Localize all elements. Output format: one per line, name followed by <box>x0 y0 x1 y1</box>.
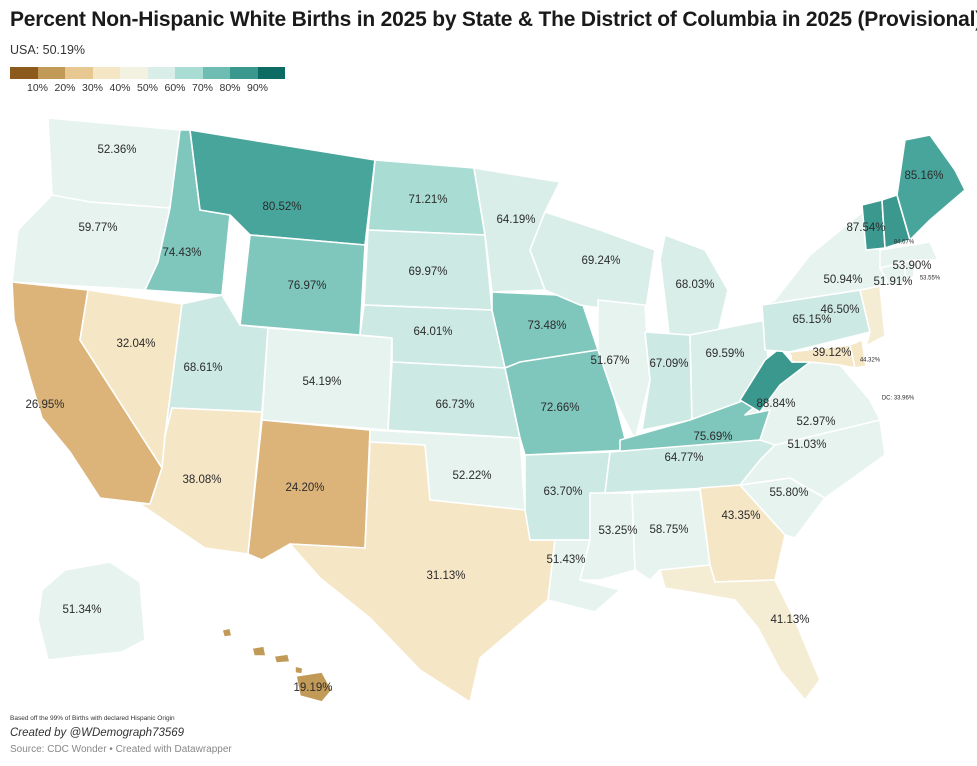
state-label-ut: 68.61% <box>183 362 222 374</box>
legend-swatch-6 <box>147 67 175 79</box>
state-me[interactable] <box>896 134 966 241</box>
credit-line: Created by @WDemograph73569 <box>10 727 185 739</box>
legend-tick-4: 40% <box>109 82 131 94</box>
state-label-mt: 80.52% <box>262 201 301 213</box>
state-label-nm: 24.20% <box>285 482 324 494</box>
legend-swatch-8 <box>202 67 230 79</box>
state-tx[interactable] <box>289 441 556 703</box>
legend-tick-5: 50% <box>136 82 159 94</box>
state-hi[interactable] <box>221 627 333 703</box>
state-label-tx: 31.13% <box>426 570 465 582</box>
legend-swatch-5 <box>120 67 148 79</box>
state-label-tn: 64.77% <box>664 452 703 464</box>
legend-swatches <box>10 67 285 79</box>
state-label-nh: 84.67% <box>894 240 915 246</box>
state-label-ia: 73.48% <box>527 320 566 332</box>
state-label-ma: 53.90% <box>892 260 931 272</box>
usa-total: USA: 50.19% <box>10 43 86 57</box>
state-label-de: 44.32% <box>860 358 881 364</box>
state-label-me: 85.16% <box>904 170 943 182</box>
legend-swatch-4 <box>92 67 120 79</box>
state-label-id: 74.43% <box>162 247 201 259</box>
state-nc[interactable] <box>739 419 886 499</box>
legend-swatch-7 <box>175 67 203 79</box>
state-label-nc: 51.03% <box>787 439 826 451</box>
state-label-nv: 32.04% <box>116 338 155 350</box>
state-label-nj: 46.50% <box>820 304 859 316</box>
state-label-ms: 53.25% <box>598 525 637 537</box>
state-label-al: 58.75% <box>649 524 688 536</box>
legend-tick-8: 80% <box>219 82 241 94</box>
state-label-ky: 75.69% <box>693 431 732 443</box>
state-fl[interactable] <box>659 564 821 701</box>
state-label-wa: 52.36% <box>97 144 136 156</box>
state-label-sd: 69.97% <box>408 266 447 278</box>
state-label-mi: 68.03% <box>675 279 714 291</box>
us-choropleth-map: 52.36% 59.77% 26.95% 32.04% 74.43% 80.52% 76.9… <box>11 117 966 703</box>
state-label-mn: 64.19% <box>496 214 535 226</box>
state-label-or: 59.77% <box>78 222 117 234</box>
state-label-az: 38.08% <box>182 474 221 486</box>
legend-swatch-3 <box>65 67 93 79</box>
state-label-ga: 43.35% <box>721 510 760 522</box>
state-ma[interactable] <box>879 241 939 269</box>
state-label-nd: 71.21% <box>408 194 447 206</box>
legend-swatch-2 <box>37 67 65 79</box>
legend-tick-1: 10% <box>26 82 49 94</box>
state-label-va: 52.97% <box>796 416 835 428</box>
state-de[interactable] <box>849 339 867 369</box>
state-label-ct: 51.91% <box>873 276 912 288</box>
footnote: Based off the 99% of Births with declare… <box>10 715 175 722</box>
legend-ticks: 10% 20% 30% 40% 50% 60% 70% 80% 90% <box>10 82 285 96</box>
state-label-mo: 72.66% <box>540 402 579 414</box>
state-label-hi: 19.19% <box>293 682 332 694</box>
state-label-ak: 51.34% <box>62 604 101 616</box>
state-mo[interactable] <box>504 349 629 456</box>
state-ak[interactable] <box>37 561 146 661</box>
state-in[interactable] <box>641 331 693 431</box>
state-label-ne: 64.01% <box>413 326 452 338</box>
legend-tick-9: 90% <box>246 82 269 94</box>
state-label-oh: 69.59% <box>705 348 744 360</box>
state-label-pa: 65.15% <box>792 314 831 326</box>
state-label-ny: 50.94% <box>823 274 862 286</box>
state-label-la: 51.43% <box>546 554 585 566</box>
map-title: Percent Non-Hispanic White Births in 202… <box>10 8 977 31</box>
state-label-ks: 66.73% <box>435 399 474 411</box>
state-label-wv: 88.84% <box>756 398 795 410</box>
state-label-ar: 63.70% <box>543 486 582 498</box>
legend-tick-7: 70% <box>191 82 214 94</box>
state-label-dc: DC: 33.96% <box>882 396 915 402</box>
state-label-wi: 69.24% <box>581 255 620 267</box>
legend-swatch-9 <box>230 67 258 79</box>
state-wa[interactable] <box>47 117 181 209</box>
legend-swatch-10 <box>257 67 285 79</box>
legend-tick-3: 30% <box>81 82 104 94</box>
source-line: Source: CDC Wonder • Created with Datawr… <box>10 744 232 755</box>
state-label-ok: 52.22% <box>452 470 491 482</box>
state-or[interactable] <box>11 194 171 291</box>
state-label-il: 51.67% <box>590 355 629 367</box>
state-label-wy: 76.97% <box>287 280 326 292</box>
state-label-ca: 26.95% <box>25 399 64 411</box>
state-label-in: 67.09% <box>649 358 688 370</box>
state-label-sc: 55.80% <box>769 487 808 499</box>
state-label-vt: 87.54% <box>846 222 885 234</box>
legend-tick-2: 20% <box>54 82 76 94</box>
legend-swatch-1 <box>10 67 38 79</box>
state-label-md: 39.12% <box>812 347 851 359</box>
legend-tick-6: 60% <box>164 82 186 94</box>
color-legend: 10% 20% 30% 40% 50% 60% 70% 80% 90% <box>10 67 285 96</box>
state-label-co: 54.19% <box>302 376 341 388</box>
state-label-fl: 41.13% <box>770 614 809 626</box>
state-label-ri: 53.55% <box>920 276 941 282</box>
